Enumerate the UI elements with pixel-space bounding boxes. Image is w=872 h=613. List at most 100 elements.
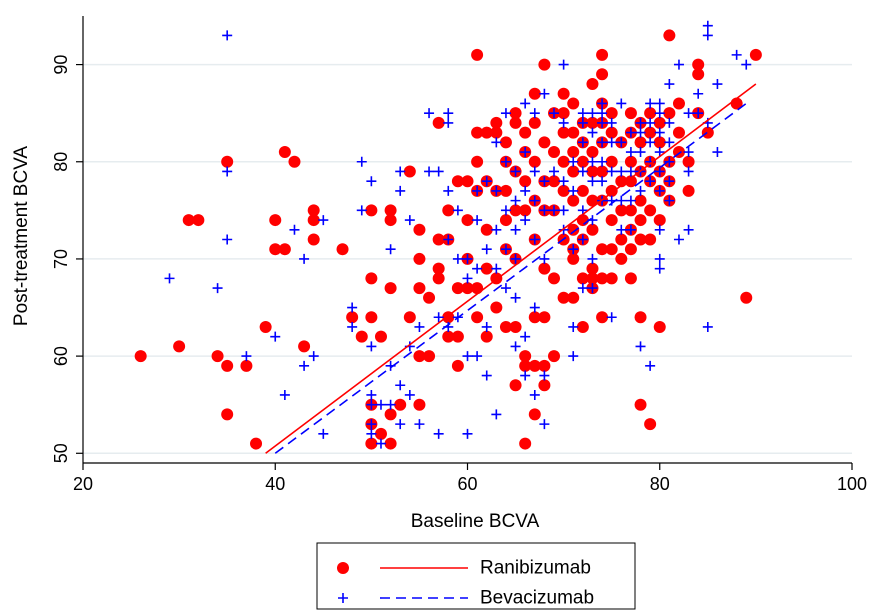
data-point-circle [586, 146, 599, 159]
data-point-plus [241, 351, 252, 362]
data-point-plus [510, 341, 521, 352]
data-point-circle [365, 204, 378, 217]
data-point-circle [634, 398, 647, 411]
data-point-circle [451, 330, 464, 343]
data-point-circle [586, 165, 599, 178]
data-point-circle [519, 126, 532, 139]
data-point-plus [424, 108, 435, 119]
data-point-plus [558, 59, 569, 70]
data-point-plus [481, 176, 492, 187]
data-point-plus [587, 283, 598, 294]
data-point-plus [308, 351, 319, 362]
data-point-plus [654, 127, 665, 138]
data-point-circle [605, 107, 618, 120]
data-point-plus [366, 176, 377, 187]
data-point-plus [664, 117, 675, 128]
data-point-plus [491, 224, 502, 235]
data-point-plus [529, 234, 540, 245]
data-point-plus [597, 98, 608, 109]
data-point-circle [567, 97, 580, 110]
data-point-circle [471, 311, 484, 324]
data-point-plus [693, 108, 704, 119]
data-point-plus [318, 215, 329, 226]
y-axis-label: Post-treatment BCVA [11, 146, 32, 327]
data-point-circle [586, 116, 599, 129]
data-point-plus [539, 370, 550, 381]
data-point-plus [635, 185, 646, 196]
data-point-plus [385, 244, 396, 255]
data-point-plus [443, 108, 454, 119]
data-point-circle [461, 282, 474, 295]
data-point-plus [279, 389, 290, 400]
y-tick-label: 50 [51, 443, 71, 463]
data-point-circle [374, 427, 387, 440]
data-point-plus [683, 224, 694, 235]
data-point-circle [413, 350, 426, 363]
data-point-circle [480, 330, 493, 343]
legend-label-ranibizumab: Ranibizumab [480, 558, 591, 579]
data-point-plus [664, 176, 675, 187]
data-point-circle [615, 204, 628, 217]
data-point-circle [672, 126, 685, 139]
data-point-plus [510, 224, 521, 235]
data-point-circle [557, 107, 570, 120]
data-point-circle [240, 359, 253, 372]
fit-lines [265, 83, 757, 454]
data-point-plus [616, 166, 627, 177]
data-point-plus [577, 117, 588, 128]
axes: 20 40 60 80 100 50 60 70 80 90 [51, 16, 867, 494]
data-point-circle [519, 175, 532, 188]
data-point-circle [740, 291, 753, 304]
x-tick-label: 80 [650, 474, 670, 494]
data-point-circle [528, 311, 541, 324]
data-point-plus [347, 302, 358, 313]
data-point-circle [644, 233, 657, 246]
data-point-circle [182, 214, 195, 227]
legend-box [316, 542, 636, 610]
data-point-plus [587, 253, 598, 264]
data-point-plus [625, 166, 636, 177]
data-point-circle [403, 165, 416, 178]
data-point-circle [384, 437, 397, 450]
x-tick-label: 40 [265, 474, 285, 494]
data-point-circle [624, 204, 637, 217]
data-point-circle [653, 320, 666, 333]
data-point-circle [509, 204, 522, 217]
data-point-circle [576, 214, 589, 227]
data-point-plus [635, 147, 646, 158]
y-tick-label: 60 [51, 346, 71, 366]
data-point-circle [221, 155, 234, 168]
data-point-plus [356, 156, 367, 167]
data-point-plus [577, 137, 588, 148]
data-point-plus [673, 234, 684, 245]
data-point-plus [616, 195, 627, 206]
data-point-plus [625, 127, 636, 138]
data-point-circle [615, 233, 628, 246]
data-point-plus [491, 409, 502, 420]
data-point-circle [413, 398, 426, 411]
data-point-plus [510, 195, 521, 206]
data-point-plus [481, 321, 492, 332]
data-point-circle [384, 282, 397, 295]
data-point-plus [222, 234, 233, 245]
data-point-circle [538, 311, 551, 324]
data-point-plus [481, 370, 492, 381]
data-point-plus [654, 224, 665, 235]
data-point-plus [597, 117, 608, 128]
data-point-circle [490, 301, 503, 314]
data-point-plus [702, 321, 713, 332]
data-point-circle [653, 214, 666, 227]
data-point-circle [384, 214, 397, 227]
data-point-plus [664, 137, 675, 148]
data-point-circle [538, 58, 551, 71]
data-point-circle [548, 175, 561, 188]
data-point-plus [587, 156, 598, 167]
data-point-circle [538, 359, 551, 372]
data-point-plus [587, 176, 598, 187]
data-point-circle [538, 136, 551, 149]
data-point-plus [577, 166, 588, 177]
data-point-plus [702, 20, 713, 31]
data-point-plus [385, 399, 396, 410]
data-point-circle [548, 272, 561, 285]
data-point-plus [693, 88, 704, 99]
